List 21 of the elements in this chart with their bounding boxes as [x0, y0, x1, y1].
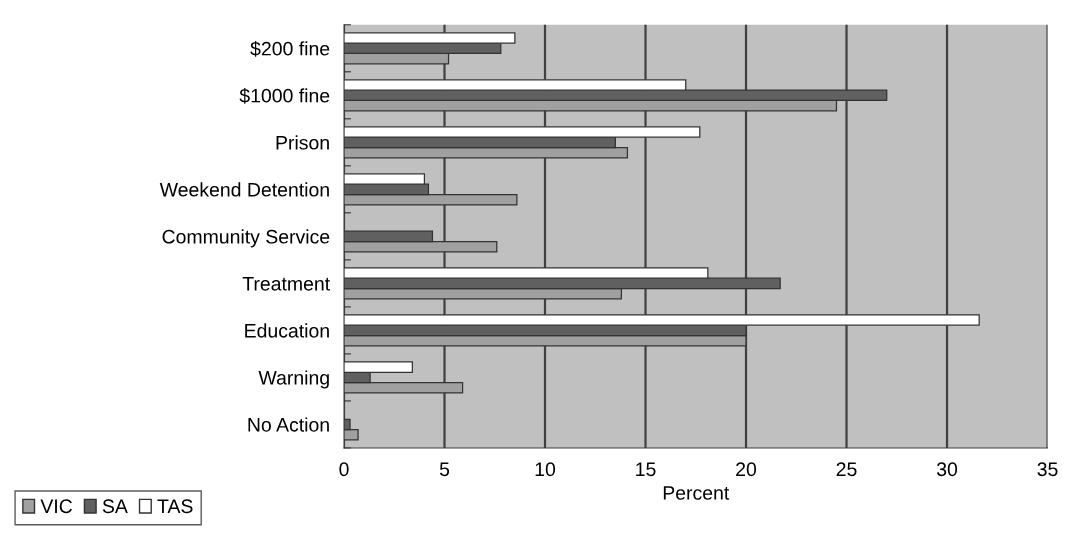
y-tick-label: Education	[245, 323, 329, 338]
x-tick-label: 10	[535, 462, 556, 477]
legend-label: VIC	[40, 499, 73, 514]
x-tick-label: 35	[1037, 462, 1058, 477]
legend-label: SA	[102, 499, 128, 514]
x-tick-label: 0	[339, 462, 349, 477]
legend-label: TAS	[157, 499, 193, 514]
x-tick-label: 5	[439, 462, 450, 477]
y-tick-label: Warning	[258, 370, 329, 389]
x-tick-label: 15	[636, 462, 656, 477]
y-tick-label: Prison	[276, 135, 329, 150]
x-tick-label: 30	[936, 462, 958, 477]
x-axis-title: Percent	[663, 486, 730, 500]
y-tick-label: Community Service	[162, 229, 330, 248]
y-tick-label: $1000 fine	[239, 87, 330, 104]
x-tick-label: 25	[836, 462, 857, 477]
y-tick-label: Weekend Detention	[159, 182, 329, 197]
x-tick-label: 20	[736, 462, 757, 477]
y-tick-label: $200 fine	[250, 40, 330, 57]
y-tick-label: Treatment	[242, 277, 330, 291]
y-tick-label: No Action	[248, 417, 329, 432]
